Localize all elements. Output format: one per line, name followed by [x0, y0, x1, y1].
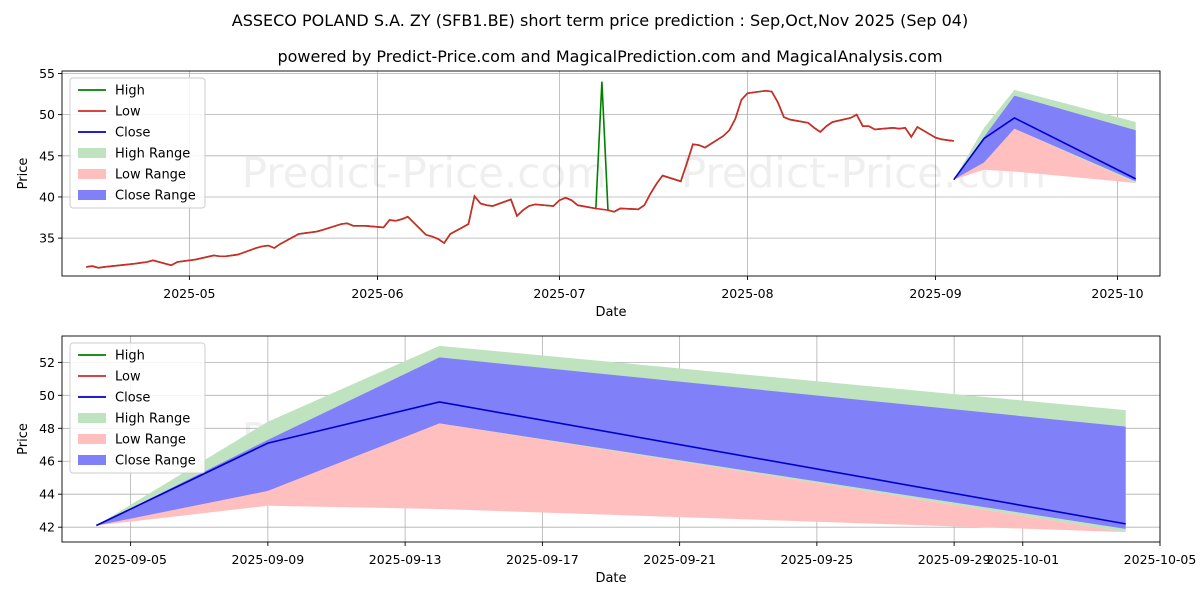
x-tick-label: 2025-09-17	[506, 552, 579, 567]
x-tick-label: 2025-10	[1091, 286, 1143, 301]
legend: High Low Close High Range Low Range Close Ran…	[69, 342, 206, 474]
x-tick-label: 2025-09-25	[781, 552, 854, 567]
x-axis-label: Date	[595, 305, 626, 320]
legend-close-range-label: Close Range	[115, 189, 196, 204]
legend-low-range-label: Low Range	[115, 168, 186, 183]
legend-low-label: Low	[115, 105, 141, 120]
y-tick-label: 40	[39, 189, 55, 204]
y-tick-label: 44	[39, 487, 55, 502]
bottom-panel: Predict-Price.comPredict-Price.com424446…	[16, 335, 1197, 586]
y-tick-label: 50	[39, 107, 55, 122]
legend-high-label: High	[115, 349, 145, 364]
y-tick-label: 35	[39, 231, 55, 246]
y-tick-label: 50	[39, 388, 55, 403]
legend-high-range-label: High Range	[115, 147, 190, 162]
legend-high-range-label: High Range	[115, 412, 190, 427]
x-tick-label: 2025-09	[909, 286, 961, 301]
x-tick-label: 2025-08	[721, 286, 773, 301]
y-tick-label: 48	[39, 421, 55, 436]
x-tick-label: 2025-05	[163, 286, 215, 301]
chart-title: ASSECO POLAND S.A. ZY (SFB1.BE) short te…	[232, 11, 968, 30]
legend-high-range-swatch	[78, 413, 106, 423]
low-range-band	[953, 128, 1136, 183]
legend-low-label: Low	[115, 370, 141, 385]
y-tick-label: 52	[39, 355, 55, 370]
legend-close-label: Close	[115, 391, 150, 406]
legend-low-range-swatch	[78, 169, 106, 179]
legend-high-range-swatch	[78, 148, 106, 158]
y-tick-label: 55	[39, 66, 55, 81]
x-tick-label: 2025-10-05	[1124, 552, 1197, 567]
x-tick-label: 2025-09-05	[94, 552, 167, 567]
x-tick-label: 2025-10-01	[986, 552, 1059, 567]
legend-close-range-label: Close Range	[115, 454, 196, 469]
x-tick-label: 2025-09-13	[369, 552, 442, 567]
x-tick-label: 2025-09-09	[232, 552, 305, 567]
close-range-band	[96, 357, 1126, 529]
legend-close-label: Close	[115, 126, 150, 141]
top-panel: Predict-Price.com Predict-Price.com354045…	[16, 66, 1161, 320]
low-range-band	[96, 423, 1126, 533]
plot-frame	[61, 335, 1161, 543]
low-series-line	[86, 89, 954, 269]
plot-area	[95, 345, 1126, 533]
close-series-line	[95, 401, 1126, 527]
plot-frame	[61, 70, 1161, 277]
y-axis-label: Price	[16, 158, 31, 190]
legend-low-range-label: Low Range	[115, 433, 186, 448]
x-tick-label: 2025-06	[351, 286, 403, 301]
legend-high-label: High	[115, 84, 145, 99]
watermark-text: Predict-Price.com	[242, 149, 607, 198]
y-tick-label: 42	[39, 520, 55, 535]
close-series-line	[953, 117, 1137, 181]
legend-low-range-swatch	[78, 434, 106, 444]
y-tick-label: 46	[39, 454, 55, 469]
close-range-band	[953, 95, 1136, 182]
legend-close-range-swatch	[78, 455, 106, 465]
y-tick-label: 45	[39, 148, 55, 163]
plot-area	[86, 81, 1137, 269]
x-tick-label: 2025-09-21	[643, 552, 716, 567]
x-axis-label: Date	[595, 571, 626, 586]
x-tick-label: 2025-09-29	[918, 552, 991, 567]
legend-close-range-swatch	[78, 190, 106, 200]
chart-subtitle: powered by Predict-Price.com and Magical…	[277, 47, 942, 66]
y-axis-label: Price	[16, 423, 31, 455]
legend: High Low Close High Range Low Range Close Ran…	[69, 77, 206, 209]
x-tick-label: 2025-07	[533, 286, 585, 301]
